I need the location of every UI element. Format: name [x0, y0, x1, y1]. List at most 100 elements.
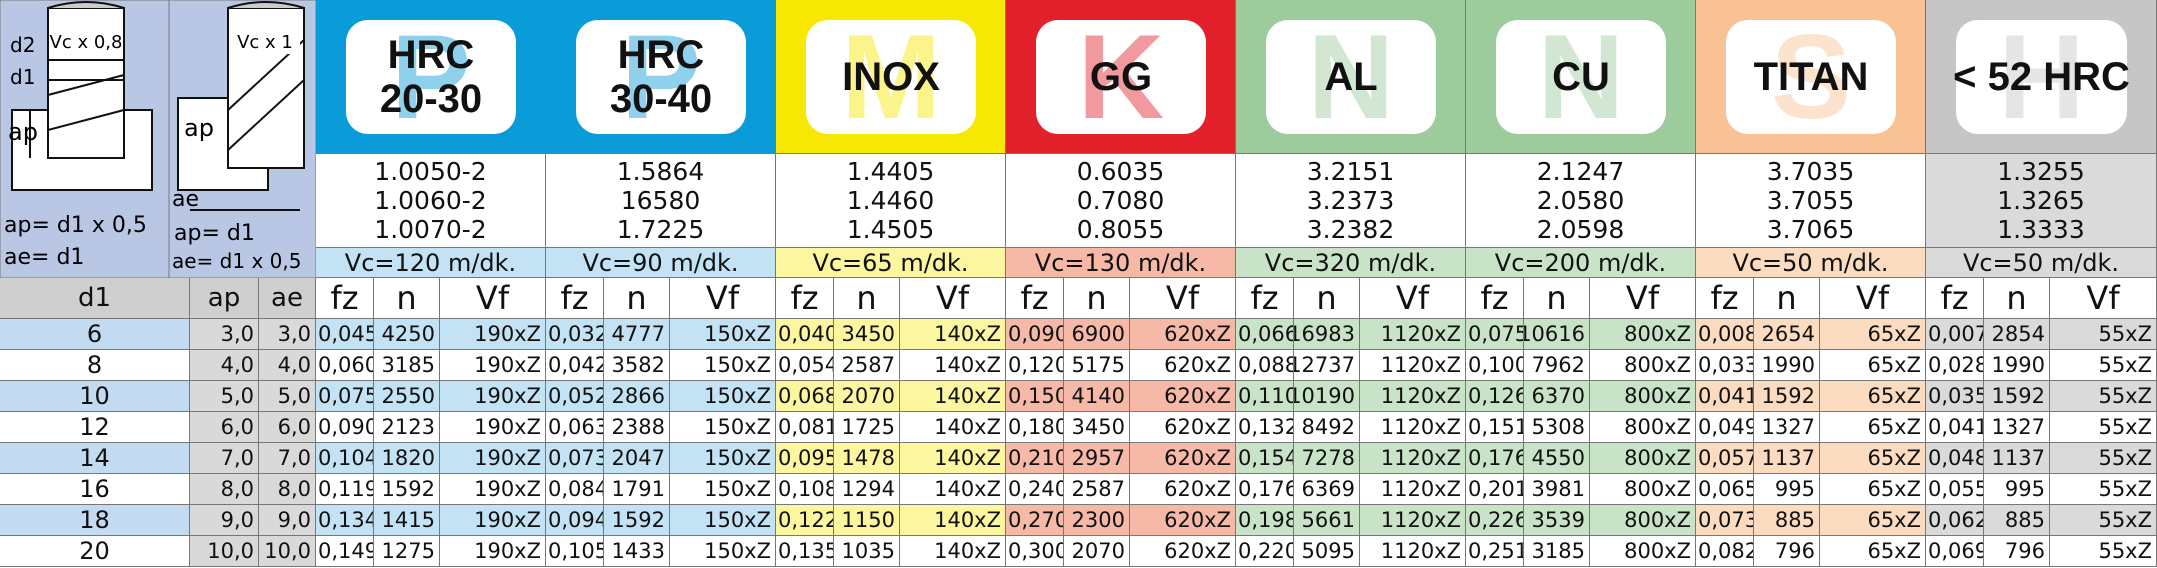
fz: 0,151 — [1466, 412, 1524, 443]
sub-header: n — [374, 278, 440, 319]
n: 2070 — [1064, 536, 1130, 567]
vf: 620xZ — [1130, 381, 1236, 412]
label-line: HRC — [617, 33, 705, 77]
ap: 10,0 — [190, 536, 259, 567]
vf: 150xZ — [670, 350, 776, 381]
n: 1592 — [1984, 381, 2050, 412]
fz: 0,081 — [776, 412, 834, 443]
fz: 0,210 — [1006, 443, 1064, 474]
vf: 1120xZ — [1360, 474, 1466, 505]
fz: 0,226 — [1466, 505, 1524, 536]
n: 2866 — [604, 381, 670, 412]
formula: ap= d1 x 0,5 — [4, 213, 147, 238]
cutting-speed: Vc=320 m/dk. — [1236, 248, 1466, 278]
n: 1791 — [604, 474, 670, 505]
vf: 620xZ — [1130, 536, 1236, 567]
ae: 6,0 — [259, 412, 316, 443]
material-header: M INOX — [776, 0, 1006, 154]
fz: 0,120 — [1006, 350, 1064, 381]
ap: 3,0 — [190, 319, 259, 350]
vf: 140xZ — [900, 443, 1006, 474]
vf: 190xZ — [440, 536, 546, 567]
n: 885 — [1754, 505, 1820, 536]
formula: ae= d1 — [4, 245, 84, 270]
vf: 800xZ — [1590, 350, 1696, 381]
fz: 0,075 — [1466, 319, 1524, 350]
vf: 620xZ — [1130, 474, 1236, 505]
sub-header: n — [834, 278, 900, 319]
fz: 0,065 — [1696, 474, 1754, 505]
vf: 150xZ — [670, 412, 776, 443]
grade: 3.7035 — [1766, 157, 1855, 186]
vf: 55xZ — [2050, 319, 2157, 350]
n: 6370 — [1524, 381, 1590, 412]
d1: 16 — [0, 474, 190, 505]
vf: 65xZ — [1820, 319, 1926, 350]
grade: 1.4405 — [846, 157, 935, 186]
d1: 20 — [0, 536, 190, 567]
fz: 0,060 — [316, 350, 374, 381]
fz: 0,048 — [1926, 443, 1984, 474]
grade: 1.0050-2 — [374, 157, 487, 186]
n: 2854 — [1984, 319, 2050, 350]
grades: 0.6035 0.7080 0.8055 — [1006, 154, 1236, 248]
ap-label: ap — [184, 114, 214, 142]
grade: 1.3333 — [1997, 215, 2085, 244]
material-letter: P — [390, 10, 472, 144]
material-logo: P HRC 20-30 — [346, 10, 516, 144]
material-header: K GG — [1006, 0, 1236, 154]
cutting-speed: Vc=65 m/dk. — [776, 248, 1006, 278]
vf: 1120xZ — [1360, 350, 1466, 381]
sub-header: n — [1754, 278, 1820, 319]
grade: 2.1247 — [1536, 157, 1625, 186]
vf: 1120xZ — [1360, 319, 1466, 350]
fz: 0,045 — [316, 319, 374, 350]
vf: 150xZ — [670, 536, 776, 567]
fz: 0,122 — [776, 505, 834, 536]
vf: 140xZ — [900, 474, 1006, 505]
fz: 0,055 — [1926, 474, 1984, 505]
fz: 0,007 — [1926, 319, 1984, 350]
label-line: HRC — [387, 33, 475, 77]
n: 3185 — [1524, 536, 1590, 567]
n: 5308 — [1524, 412, 1590, 443]
n: 10190 — [1294, 381, 1360, 412]
n: 7278 — [1294, 443, 1360, 474]
material-label: INOX — [842, 55, 940, 99]
material-letter: P — [620, 10, 702, 144]
grade: 3.7065 — [1766, 215, 1855, 244]
fz: 0,063 — [546, 412, 604, 443]
vc-label: Vc x 1 — [237, 32, 293, 53]
vf: 190xZ — [440, 412, 546, 443]
vf: 190xZ — [440, 350, 546, 381]
grades: 1.5864 16580 1.7225 — [546, 154, 776, 248]
vf: 190xZ — [440, 505, 546, 536]
fz: 0,154 — [1236, 443, 1294, 474]
vf: 620xZ — [1130, 412, 1236, 443]
vf: 620xZ — [1130, 319, 1236, 350]
d2-label: d2 — [10, 33, 35, 57]
vf: 150xZ — [670, 319, 776, 350]
fz: 0,040 — [776, 319, 834, 350]
vf: 620xZ — [1130, 350, 1236, 381]
ae: 8,0 — [259, 474, 316, 505]
ap: 6,0 — [190, 412, 259, 443]
n: 1137 — [1754, 443, 1820, 474]
vf: 65xZ — [1820, 443, 1926, 474]
fz: 0,104 — [316, 443, 374, 474]
n: 5661 — [1294, 505, 1360, 536]
grade: 3.2382 — [1306, 215, 1395, 244]
sub-header: n — [604, 278, 670, 319]
vf: 190xZ — [440, 443, 546, 474]
vf: 150xZ — [670, 474, 776, 505]
cutting-speed: Vc=90 m/dk. — [546, 248, 776, 278]
fz: 0,008 — [1696, 319, 1754, 350]
d1: 10 — [0, 381, 190, 412]
n: 10616 — [1524, 319, 1590, 350]
vf: 55xZ — [2050, 474, 2157, 505]
grade: 2.0598 — [1536, 215, 1625, 244]
grade: 1.3255 — [1997, 157, 2085, 186]
fz: 0,090 — [1006, 319, 1064, 350]
vf: 55xZ — [2050, 443, 2157, 474]
